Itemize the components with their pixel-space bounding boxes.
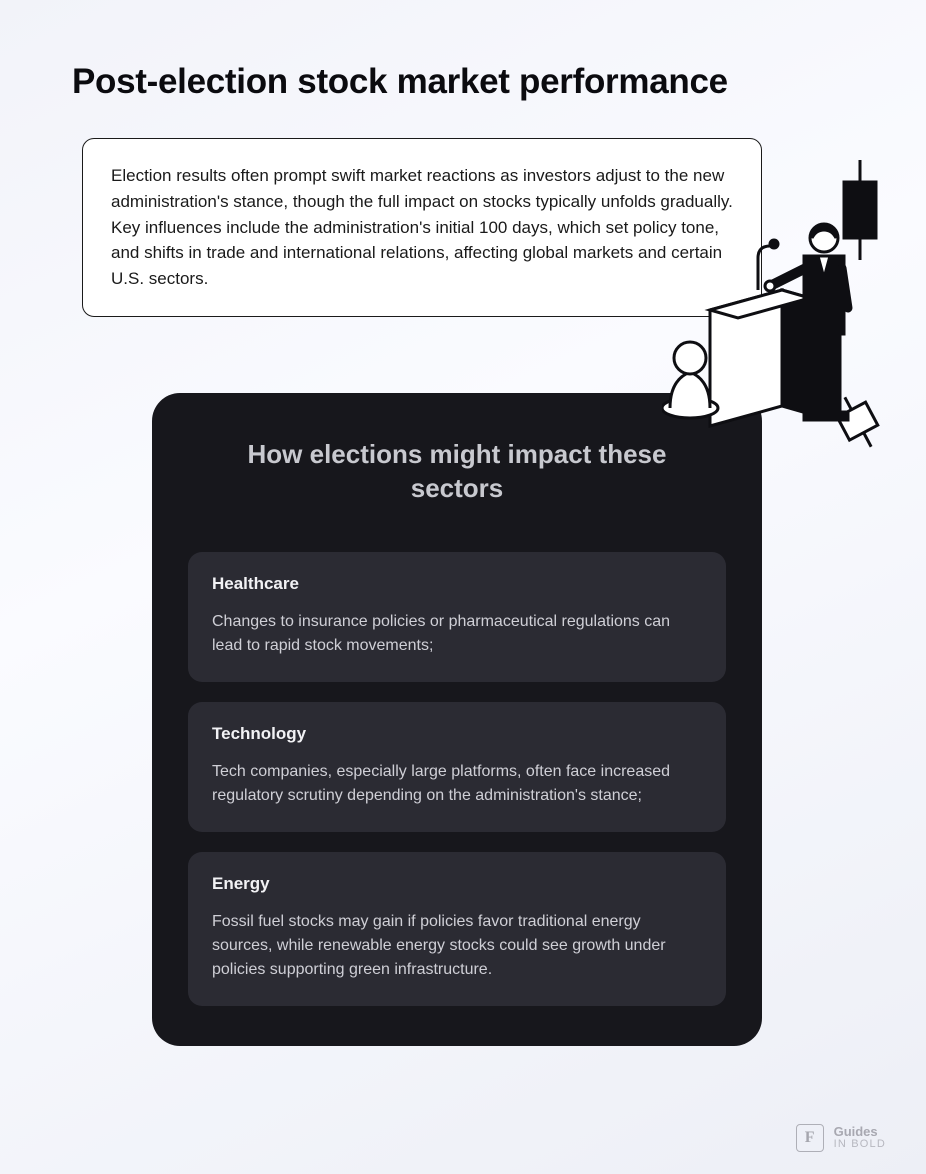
sector-card: Technology Tech companies, especially la… bbox=[188, 702, 726, 832]
brand-badge: F Guides IN BOLD bbox=[796, 1124, 886, 1152]
sector-card: Healthcare Changes to insurance policies… bbox=[188, 552, 726, 682]
brand-line2: IN BOLD bbox=[834, 1139, 886, 1151]
sector-name: Energy bbox=[212, 874, 702, 894]
sector-card: Energy Fossil fuel stocks may gain if po… bbox=[188, 852, 726, 1006]
sectors-panel: How elections might impact these sectors… bbox=[152, 393, 762, 1046]
sector-name: Healthcare bbox=[212, 574, 702, 594]
sector-name: Technology bbox=[212, 724, 702, 744]
sector-description: Tech companies, especially large platfor… bbox=[212, 760, 702, 808]
sectors-heading: How elections might impact these sectors bbox=[188, 437, 726, 506]
intro-text: Election results often prompt swift mark… bbox=[111, 163, 733, 292]
brand-logo-icon: F bbox=[796, 1124, 824, 1152]
brand-line1: Guides bbox=[834, 1125, 886, 1139]
intro-card: Election results often prompt swift mark… bbox=[82, 138, 762, 317]
page-title: Post-election stock market performance bbox=[72, 62, 854, 102]
sector-description: Fossil fuel stocks may gain if policies … bbox=[212, 910, 702, 982]
infographic-page: Post-election stock market performance E… bbox=[0, 0, 926, 1174]
brand-text: Guides IN BOLD bbox=[834, 1125, 886, 1150]
sector-description: Changes to insurance policies or pharmac… bbox=[212, 610, 702, 658]
